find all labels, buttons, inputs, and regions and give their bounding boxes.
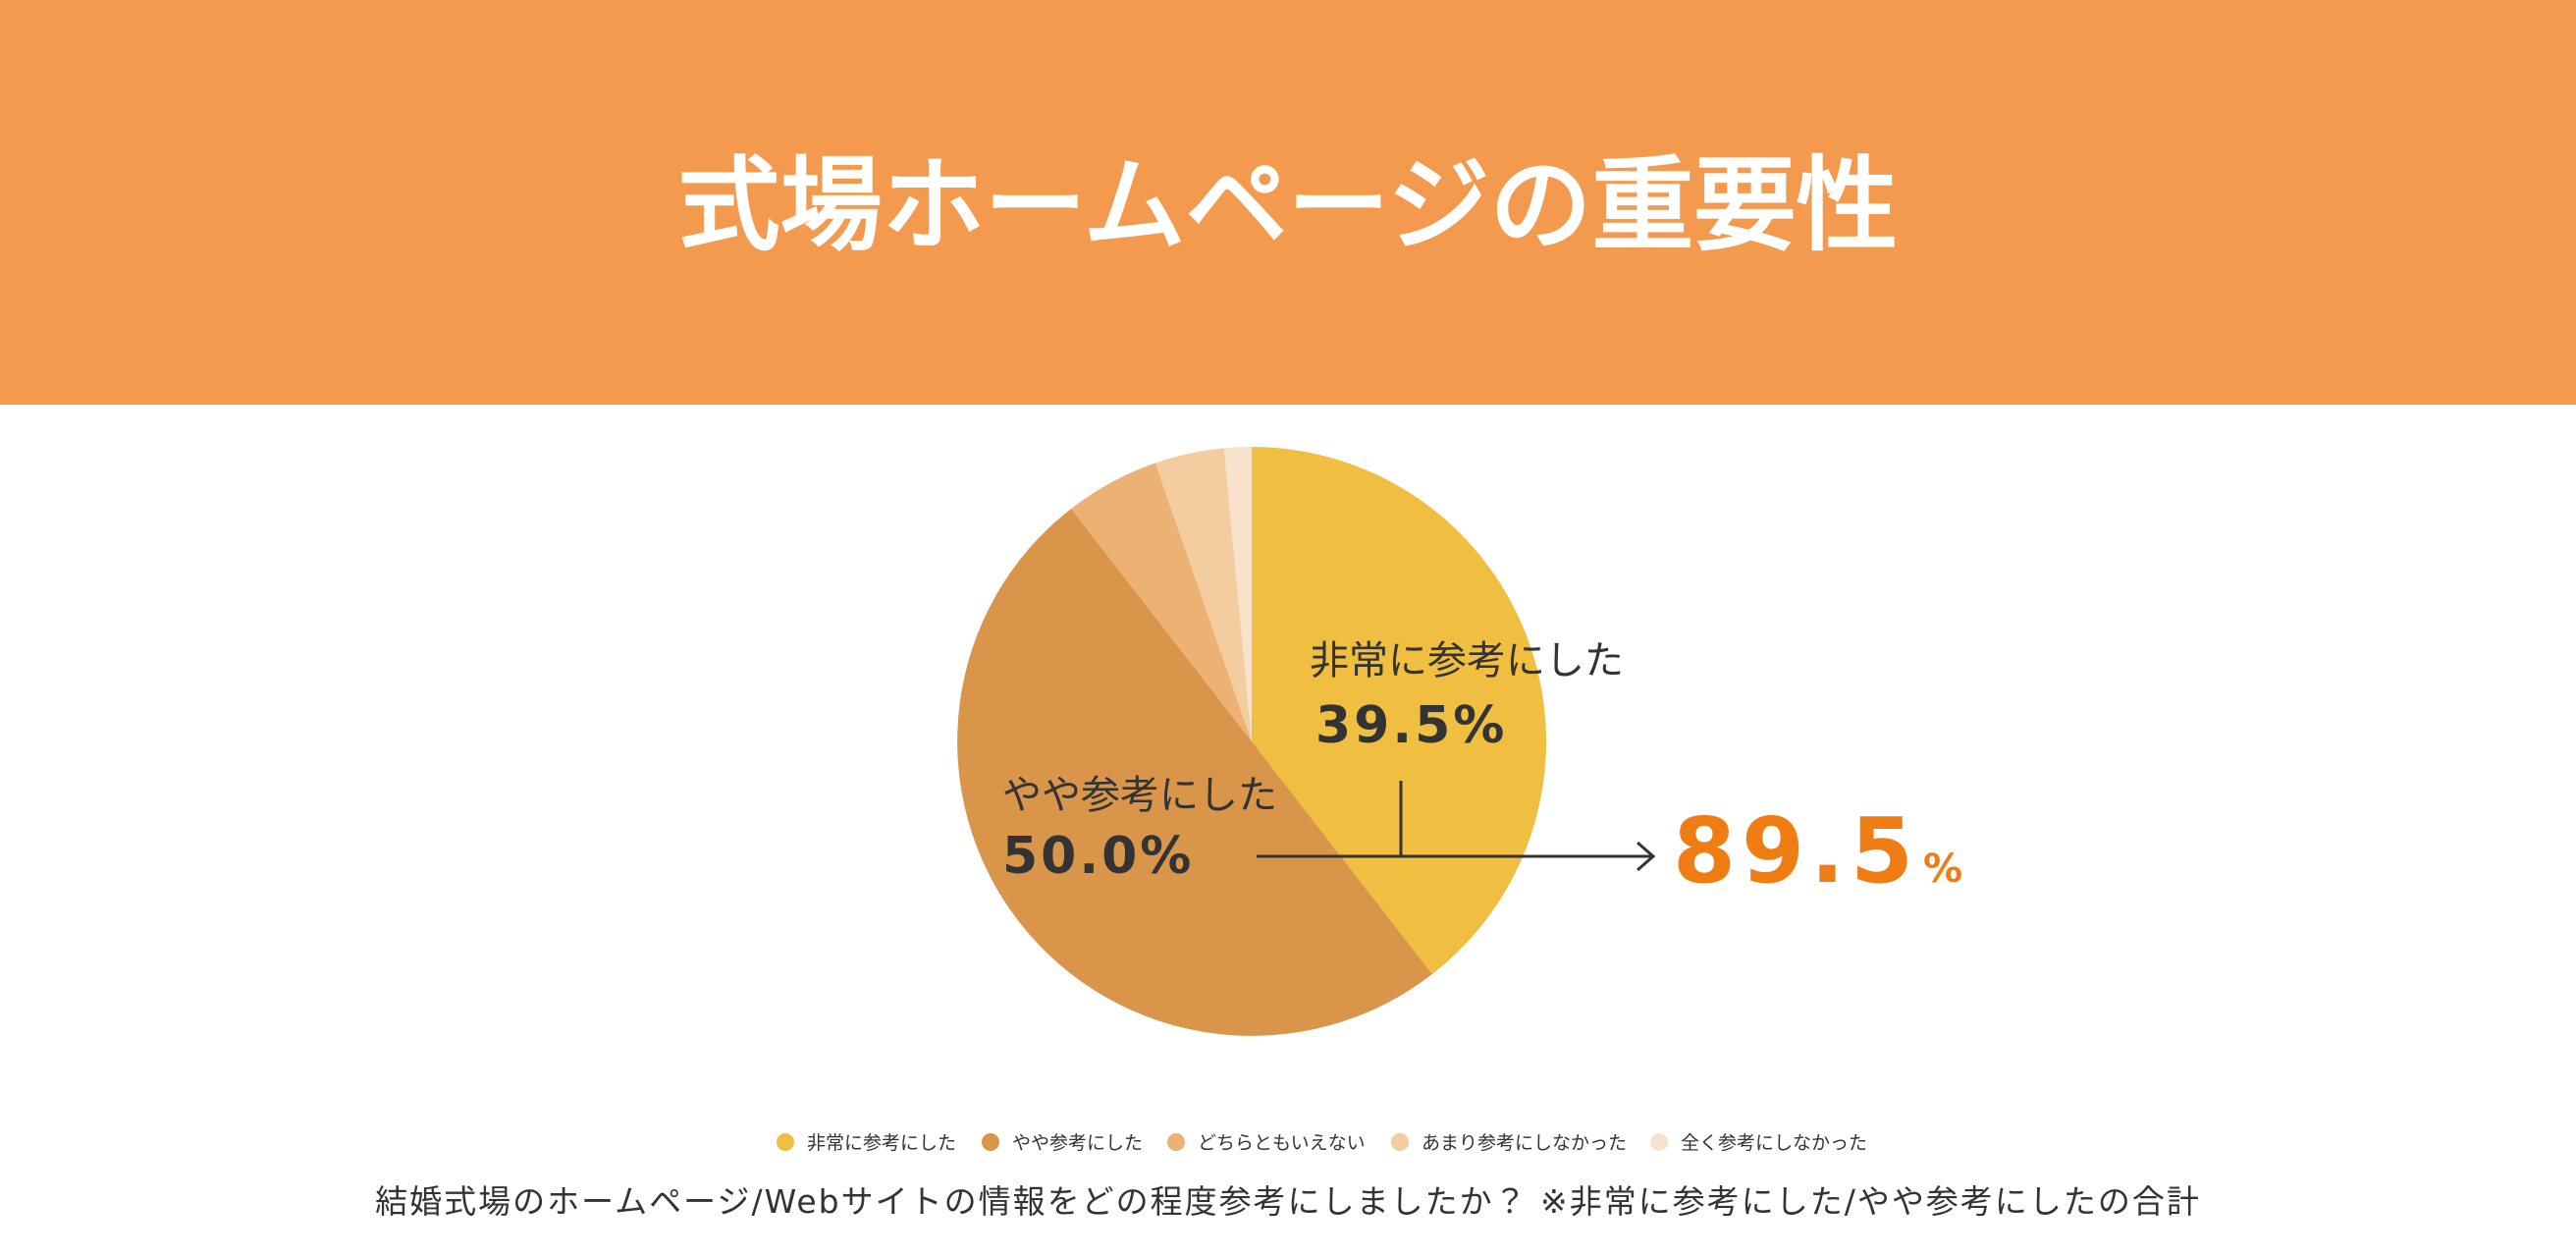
slice-name: やや参考にした (1002, 773, 1277, 818)
caption: 結婚式場のホームページ/Webサイトの情報をどの程度参考にしましたか？ ※非常に… (375, 1182, 2201, 1221)
legend-label: どちらともいえない (1198, 1132, 1366, 1154)
legend-swatch (777, 1133, 794, 1151)
legend-label: 全く参考にしなかった (1681, 1132, 1867, 1154)
pie-slice (1071, 463, 1252, 741)
header-band (0, 0, 2576, 405)
legend-swatch (1167, 1133, 1185, 1151)
pie-slice (957, 508, 1432, 1036)
pie-slice (1223, 447, 1252, 741)
total-value: 89.5 (1673, 798, 1919, 903)
legend-swatch (982, 1133, 999, 1151)
total-unit: % (1923, 847, 1962, 892)
legend-label: あまり参考にしなかった (1422, 1132, 1627, 1154)
legend-label: やや参考にした (1012, 1132, 1143, 1154)
legend: 非常に参考にした やや参考にした どちらともいえない あまり参考にしなかった 全く参考に… (777, 1132, 1867, 1154)
legend-swatch (1650, 1133, 1668, 1151)
legend-label: 非常に参考にした (807, 1132, 956, 1154)
arrow-head (1637, 841, 1656, 872)
pie-slice (1154, 448, 1252, 741)
slice-label: 39.5% (1315, 696, 1507, 755)
legend-swatch (1391, 1133, 1409, 1151)
slice-name: 非常に参考にした (1310, 638, 1624, 683)
slice-label: 50.0% (1002, 827, 1194, 886)
chart-title: 式場ホームページの重要性 (678, 145, 1899, 265)
pie-slice (1252, 447, 1546, 975)
pie (957, 447, 1546, 1036)
